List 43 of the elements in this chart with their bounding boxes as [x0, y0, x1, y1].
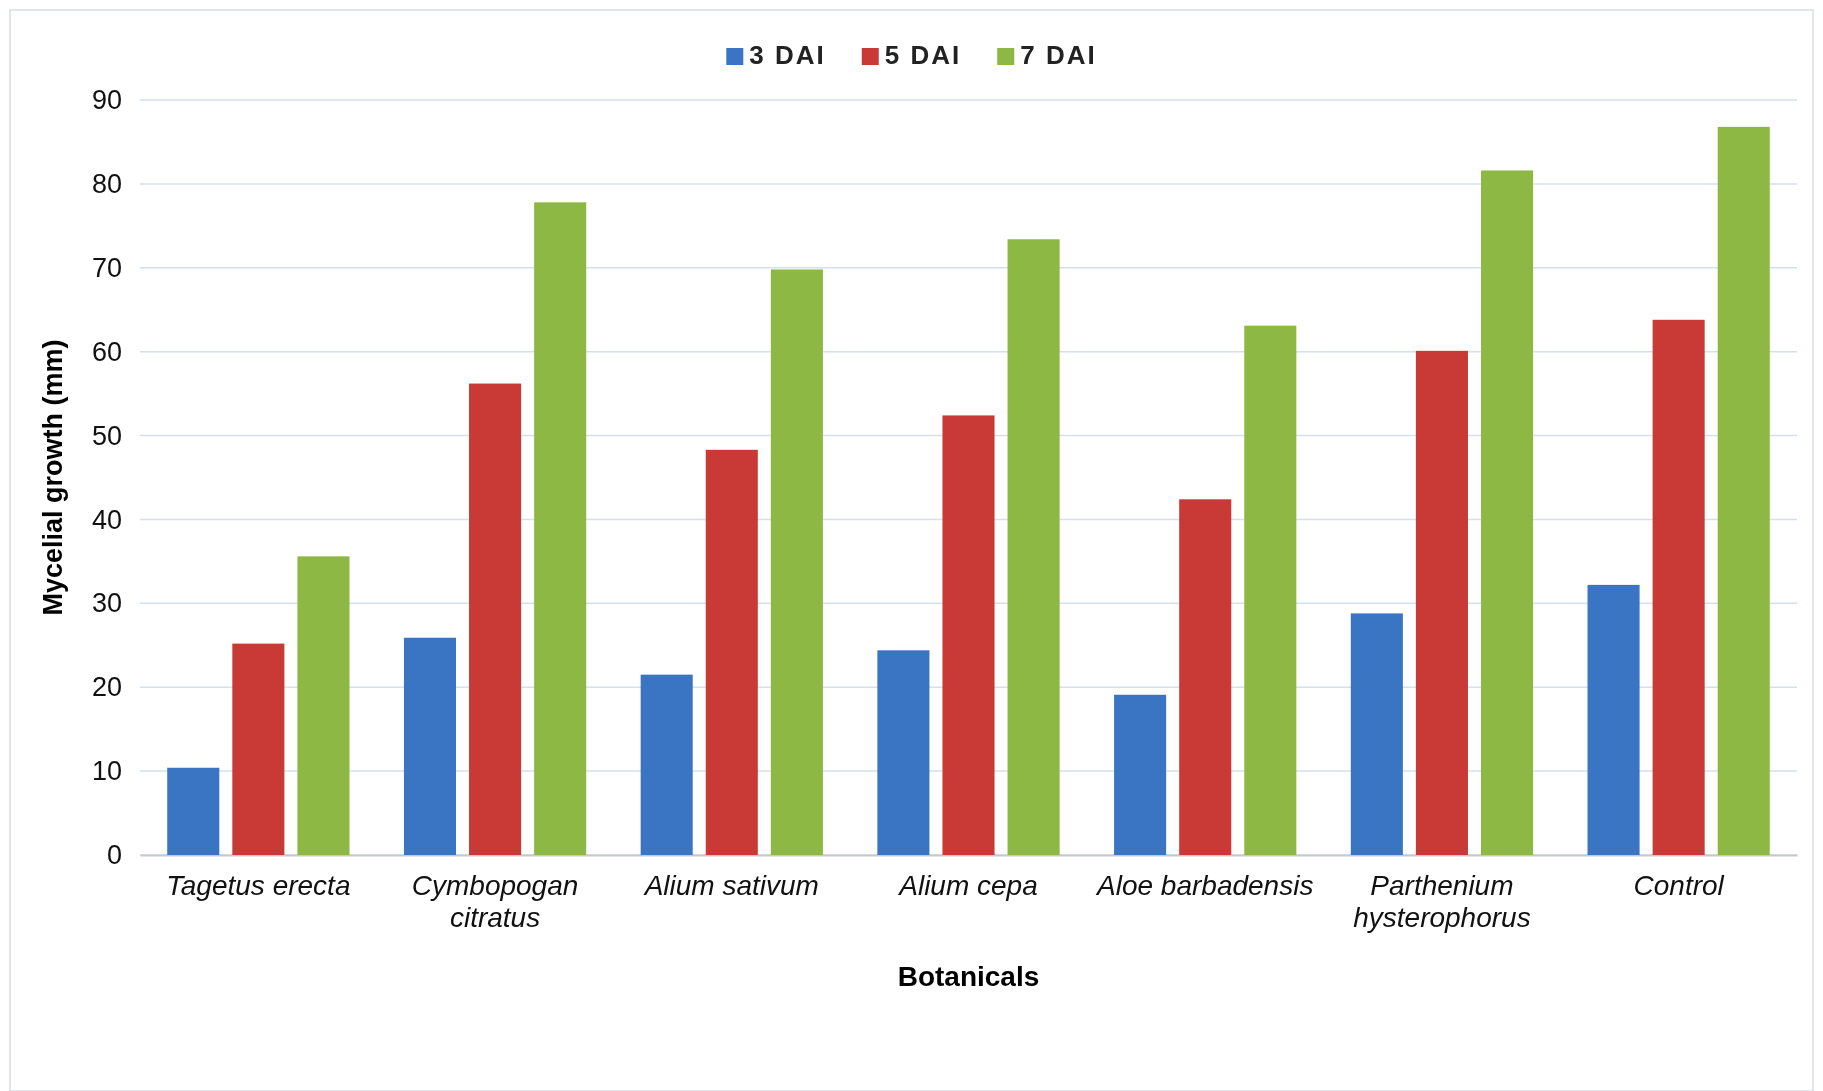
bar: [232, 643, 285, 855]
bar: [1480, 170, 1534, 855]
bar: [1652, 319, 1705, 855]
bar: [469, 383, 522, 855]
bar: [705, 449, 758, 855]
x-tick-label: Tagetus erecta: [166, 869, 351, 901]
bar: [640, 674, 693, 855]
bar: [877, 650, 930, 855]
bar: [942, 415, 995, 855]
bar: [1244, 325, 1297, 855]
y-tick-label: 20: [91, 672, 122, 703]
bar: [167, 767, 220, 855]
x-tick-label: Alium sativum: [642, 869, 819, 901]
y-tick-label: 30: [91, 588, 122, 619]
bar: [1179, 499, 1232, 855]
bar: [1717, 126, 1770, 855]
legend-label: 5 DAI: [884, 40, 962, 70]
y-tick-label: 50: [91, 420, 122, 451]
x-tick-label: Alium cepa: [897, 869, 1038, 901]
x-tick-label: Aloe barbadensis: [1095, 869, 1314, 901]
bar: [1114, 694, 1167, 855]
bar: [1350, 613, 1403, 855]
x-axis-title: Botanicals: [897, 961, 1040, 992]
bar: [1007, 239, 1060, 855]
legend-label: 3 DAI: [749, 40, 826, 70]
y-axis-title: Mycelial growth (mm): [38, 339, 68, 616]
y-tick-label: 90: [91, 85, 122, 116]
x-tick-label: Cymbopogan citratus: [411, 869, 579, 934]
bar: [297, 556, 350, 855]
bar: [1415, 350, 1468, 855]
y-tick-label: 60: [91, 336, 122, 367]
bar: [770, 269, 823, 855]
y-tick-label: 70: [91, 252, 122, 283]
y-tick-label: 40: [91, 504, 122, 535]
x-tick-label: Parthenium hysterophorus: [1353, 869, 1531, 934]
x-tick-label: Control: [1633, 869, 1725, 901]
bar: [403, 637, 457, 855]
legend-label: 7 DAI: [1020, 40, 1097, 70]
y-tick-label: 80: [91, 169, 122, 200]
bar: [534, 202, 587, 855]
y-tick-label: 0: [106, 840, 122, 871]
y-tick-label: 10: [91, 756, 122, 787]
bar: [1587, 584, 1640, 855]
